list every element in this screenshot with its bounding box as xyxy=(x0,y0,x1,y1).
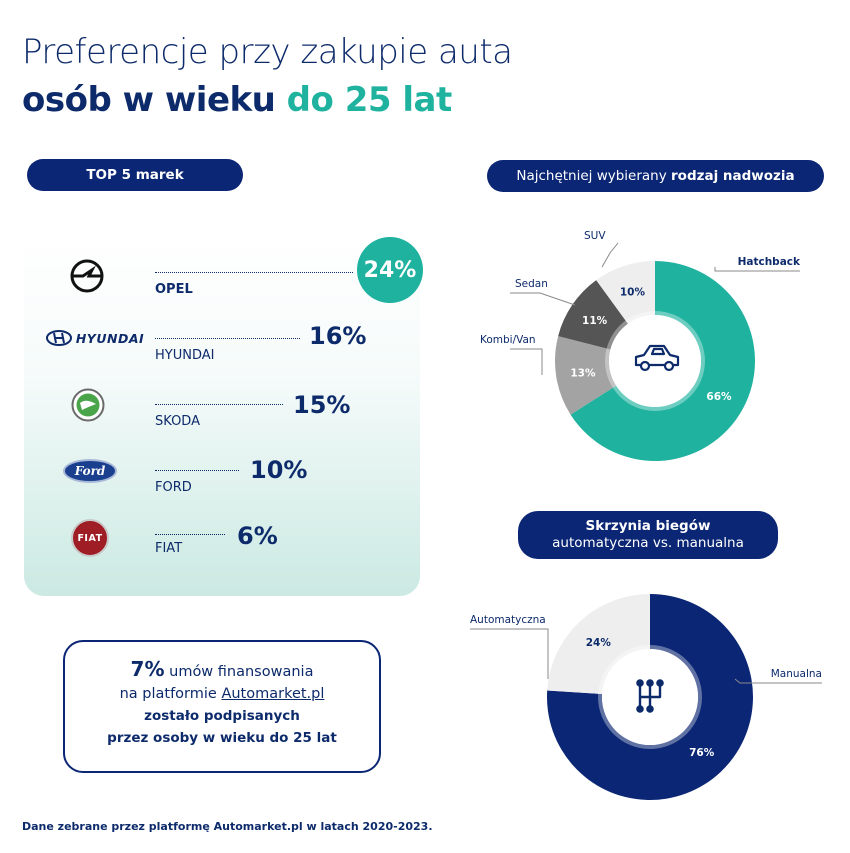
financing-pct: 7% xyxy=(130,657,165,681)
callout-line-suv xyxy=(601,242,619,268)
ford-leader xyxy=(155,470,239,471)
page-subtitle: osób w wieku do 25 lat xyxy=(22,80,452,120)
opel-logo-icon xyxy=(66,255,108,297)
brand-value: 15% xyxy=(293,391,351,419)
category-label-manualna: Manualna xyxy=(771,668,822,680)
opel-leader xyxy=(155,272,353,273)
hyundai-leader xyxy=(155,338,300,339)
value-label-manualna: 76% xyxy=(689,747,715,759)
body-heading-bold: rodzaj nadwozia xyxy=(671,168,795,184)
subtitle-accent: do 25 lat xyxy=(286,80,453,120)
fiat-logo-text: FIAT xyxy=(71,519,109,557)
automarket-link[interactable]: Automarket.pl xyxy=(221,686,325,702)
shift-knob xyxy=(636,705,644,713)
body-type-chart: 66% 13% 11% 10% Hatchback Kombi/Van Sedan SUV xyxy=(480,230,801,462)
car-icon xyxy=(634,344,680,372)
brand-value: 10% xyxy=(250,456,308,484)
shift-pattern xyxy=(638,681,662,711)
brand-name: OPEL xyxy=(155,282,193,297)
car-wheel xyxy=(663,360,675,372)
category-label-suv: SUV xyxy=(584,230,606,242)
gearbox-heading: Skrzynia biegów automatyczna vs. manualn… xyxy=(518,511,778,559)
brand-name: FORD xyxy=(155,480,192,495)
subtitle-part: osób w wieku xyxy=(22,80,287,120)
slice-hatchback xyxy=(570,261,755,462)
slice-automatyczna xyxy=(547,594,650,694)
callout-line-manualna xyxy=(734,678,822,684)
car-body xyxy=(634,344,680,367)
gearbox-chart: 76% 24% Manualna Automatyczna xyxy=(470,594,822,800)
brand-value: 16% xyxy=(309,322,367,350)
financing-text1: umów finansowania xyxy=(164,664,314,680)
financing-text2: na platformie xyxy=(119,686,222,702)
financing-line1: 7% umów finansowania xyxy=(65,658,379,683)
shift-knob xyxy=(646,705,654,713)
value-label-suv: 10% xyxy=(620,287,646,299)
slice-suv xyxy=(596,261,655,324)
gearbox-heading-line1: Skrzynia biegów xyxy=(585,518,711,534)
body-type-heading: Najchętniej wybierany rodzaj nadwozia xyxy=(487,160,824,192)
hyundai-logo-icon: HYUNDAI xyxy=(40,326,150,350)
slice-kombi-van xyxy=(555,336,617,415)
top5-heading: TOP 5 marek xyxy=(27,159,243,191)
category-label-kombi-van: Kombi/Van xyxy=(480,334,536,346)
car-window xyxy=(650,347,666,356)
gear-shift-icon xyxy=(636,679,664,713)
gearbox-heading-line2: automatyczna vs. manualna xyxy=(552,535,744,551)
shift-knob xyxy=(646,679,654,687)
hyundai-logo-text: HYUNDAI xyxy=(75,330,145,346)
skoda-leader xyxy=(155,404,283,405)
brand-name: FIAT xyxy=(155,541,183,556)
financing-line3: zostało podpisanych xyxy=(144,708,300,724)
value-label-sedan: 11% xyxy=(582,315,608,327)
callout-line-hatchback xyxy=(714,267,800,272)
footnote: Dane zebrane przez platformę Automarket.… xyxy=(22,820,433,833)
car-wheel xyxy=(639,360,651,372)
callout-line-automatyczna xyxy=(470,628,549,679)
ford-logo-text: Ford xyxy=(63,459,117,483)
callout-line-sedan xyxy=(510,292,576,306)
value-label-automatyczna: 24% xyxy=(586,637,612,649)
financing-line2: na platformie Automarket.pl xyxy=(65,683,379,705)
category-label-automatyczna: Automatyczna xyxy=(470,614,546,626)
financing-box: 7% umów finansowania na platformie Autom… xyxy=(63,640,381,773)
slice-sedan xyxy=(558,280,628,350)
top5-heading-text: TOP 5 marek xyxy=(86,167,184,183)
opel-share-badge: 24% xyxy=(357,237,423,303)
page-title: Preferencje przy zakupie auta xyxy=(22,32,513,72)
value-label-kombi-van: 13% xyxy=(570,367,596,379)
body-heading-normal: Najchętniej wybierany xyxy=(516,168,672,184)
financing-line4: przez osoby w wieku do 25 lat xyxy=(107,730,337,746)
shift-knob xyxy=(656,679,664,687)
category-label-sedan: Sedan xyxy=(515,278,548,290)
brand-value: 6% xyxy=(237,522,278,550)
brand-name: HYUNDAI xyxy=(155,348,215,363)
category-label-hatchback: Hatchback xyxy=(738,256,801,268)
ford-logo-icon: Ford xyxy=(60,457,120,485)
fiat-logo-icon: FIAT xyxy=(69,517,111,559)
slice-manualna xyxy=(547,594,753,800)
donut-hole xyxy=(609,315,701,407)
shift-knob xyxy=(636,679,644,687)
callout-line-kombi-van xyxy=(510,348,543,375)
skoda-logo-icon xyxy=(70,387,106,423)
brand-name: SKODA xyxy=(155,414,200,429)
value-label-hatchback: 66% xyxy=(706,391,732,403)
fiat-leader xyxy=(155,534,225,535)
